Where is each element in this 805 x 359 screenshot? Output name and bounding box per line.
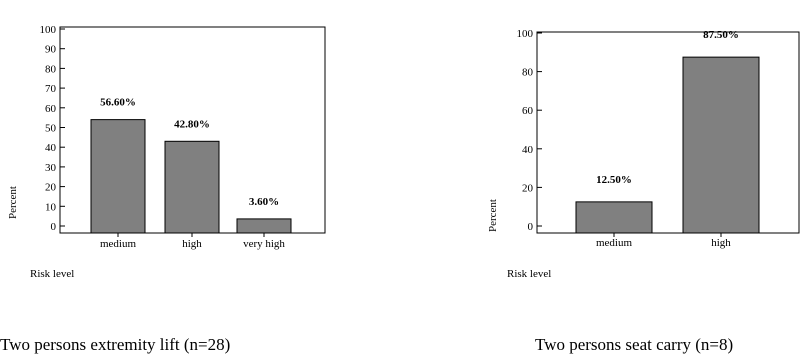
x-axis-label: Risk level <box>30 268 74 280</box>
data-label: 12.50% <box>596 174 632 186</box>
category-label: very high <box>243 238 285 250</box>
data-label: 87.50% <box>703 29 739 41</box>
bar <box>90 119 146 234</box>
chart-seat-carry: 0 20 40 60 80 100 12.50% 87.50% medium high Per… <box>487 28 800 354</box>
bar <box>164 140 220 234</box>
category-labels: medium high <box>596 233 731 249</box>
y-tick-label: 90 <box>45 44 57 56</box>
chart-caption: Two persons extremity lift (n=28) <box>0 335 230 354</box>
y-tick-label: 0 <box>51 221 57 233</box>
category-label: medium <box>100 238 136 250</box>
category-labels: medium high very high <box>100 233 285 250</box>
y-axis-ticks: 0 20 40 60 80 100 <box>517 28 542 233</box>
y-tick-label: 70 <box>45 83 57 95</box>
y-axis-label: Percent <box>487 199 499 232</box>
bar <box>575 201 653 234</box>
x-axis-label: Risk level <box>507 268 551 280</box>
bars: 12.50% 87.50% <box>575 29 760 234</box>
y-tick-label: 10 <box>45 201 57 213</box>
y-tick-label: 30 <box>45 162 57 174</box>
y-tick-label: 20 <box>45 182 57 194</box>
category-label: high <box>182 238 202 250</box>
data-label: 42.80% <box>174 118 210 130</box>
data-label: 56.60% <box>100 97 136 109</box>
y-tick-label: 40 <box>522 144 534 156</box>
bar <box>236 218 292 234</box>
y-tick-label: 100 <box>40 24 57 36</box>
y-tick-label: 20 <box>522 182 534 194</box>
y-axis-ticks: 0 10 20 30 40 50 60 70 80 90 100 <box>40 24 65 233</box>
bars: 56.60% 42.80% 3.60% <box>90 97 292 234</box>
y-tick-label: 100 <box>517 28 534 40</box>
chart-extremity-lift: 0 10 20 30 40 50 60 70 80 90 100 56.60% 42.80% 3.60%… <box>0 24 326 354</box>
category-label: high <box>711 237 731 249</box>
y-axis-label: Percent <box>7 186 19 219</box>
y-tick-label: 50 <box>45 123 57 135</box>
y-tick-label: 60 <box>522 105 534 117</box>
bar <box>682 56 760 234</box>
data-label: 3.60% <box>249 196 279 208</box>
category-label: medium <box>596 237 632 249</box>
plot-frame <box>536 31 800 234</box>
y-tick-label: 40 <box>45 142 57 154</box>
chart-caption: Two persons seat carry (n=8) <box>535 335 733 354</box>
y-tick-label: 80 <box>522 67 534 79</box>
y-tick-label: 0 <box>528 221 534 233</box>
y-tick-label: 60 <box>45 103 57 115</box>
y-tick-label: 80 <box>45 63 57 75</box>
